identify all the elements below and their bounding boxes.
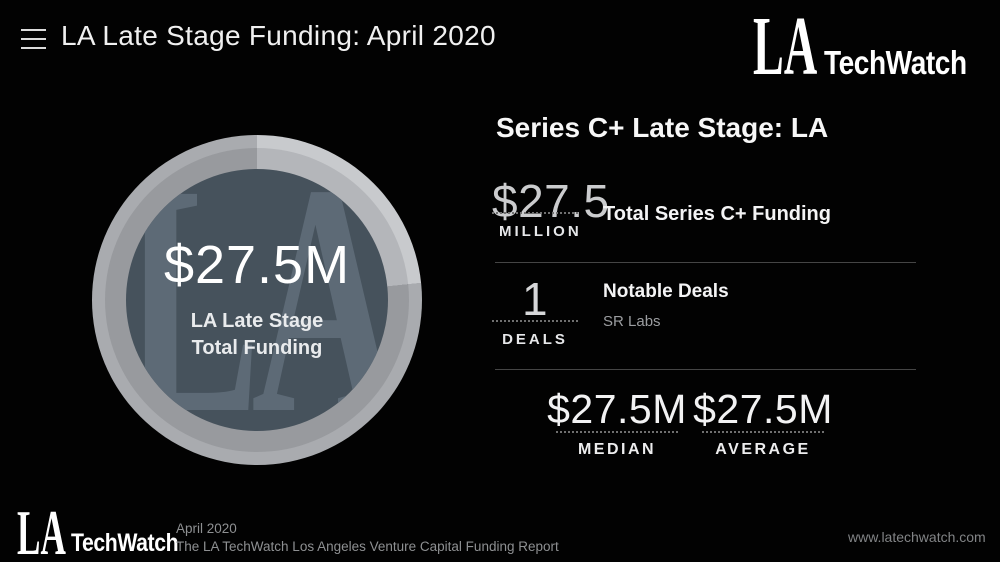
hamburger-bar [21, 29, 46, 31]
hamburger-bar [21, 38, 46, 40]
dotted-underline [492, 320, 578, 322]
donut-center-text: $27.5M LA Late Stage Total Funding [92, 133, 422, 463]
average-value: $27.5M [693, 386, 833, 432]
total-series-c-label: Total Series C+ Funding [603, 203, 831, 225]
deals-count-value: 1 [521, 273, 549, 325]
dotted-underline [556, 431, 678, 433]
dotted-underline [702, 431, 824, 433]
notable-deals-label: Notable Deals [603, 281, 729, 302]
page-title: LA Late Stage Funding: April 2020 [61, 20, 496, 51]
total-series-c-unit: MILLION [499, 223, 582, 240]
donut-center-disc: LA [126, 169, 388, 431]
dotted-underline [492, 212, 578, 214]
footer-date: April 2020 [176, 521, 237, 536]
total-funding-donut-chart: LA $27.5M LA Late Stage Total Funding [92, 135, 422, 465]
median-value: $27.5M [547, 386, 687, 432]
footer-report-title: The LA TechWatch Los Angeles Venture Cap… [176, 539, 559, 554]
latechwatch-logo-footer: LA TechWatch [17, 497, 197, 562]
hamburger-menu-icon[interactable] [21, 29, 46, 50]
total-funding-value: $27.5M [163, 235, 351, 295]
website-link[interactable]: www.latechwatch.com [848, 529, 986, 545]
median-label: MEDIAN [577, 441, 657, 458]
logo-brand-name: TechWatch [71, 528, 179, 557]
notable-deal-company: SR Labs [603, 313, 661, 330]
average-label: AVERAGE [715, 441, 811, 458]
logo-la-monogram: LA [753, 0, 818, 93]
hamburger-bar [21, 47, 46, 49]
deals-unit: DEALS [502, 331, 568, 348]
total-funding-label: LA Late Stage Total Funding [190, 310, 324, 359]
divider [495, 369, 916, 370]
total-series-c-value: $27.5 [492, 175, 610, 227]
latechwatch-logo: LA TechWatch [753, 0, 992, 93]
stats-heading: Series C+ Late Stage: LA [496, 112, 829, 143]
logo-la-monogram: LA [17, 497, 66, 562]
logo-brand-name: TechWatch [824, 43, 967, 81]
divider [495, 262, 916, 263]
